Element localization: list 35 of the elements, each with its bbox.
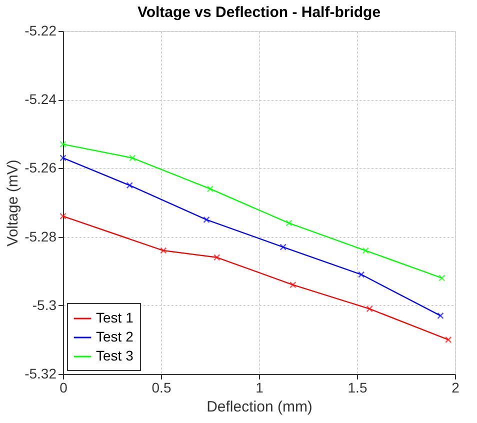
y-tick-label: -5.24 [24,91,57,108]
point [129,154,136,162]
point [444,336,452,344]
x-tick-label: 2 [452,380,460,396]
x-tick-label: 1 [256,380,264,396]
x-tick-label: 1.5 [348,380,368,396]
point [366,305,373,312]
point [438,274,446,282]
x-tick-label: 0 [60,380,68,396]
legend-label: Test 2 [96,328,134,344]
y-tick-label: -5.28 [24,228,57,244]
chart-title: Voltage vs Deflection - Half-bridge [137,4,381,21]
point [214,254,220,261]
legend-label: Test 3 [96,348,134,364]
point [290,281,296,288]
point [60,140,66,148]
point [203,216,210,223]
point [60,154,66,162]
x-tick-label: 0.5 [152,380,172,396]
y-tick-label: -5.22 [24,22,57,38]
point [437,312,444,320]
point [206,185,214,192]
point [358,271,365,278]
x-axis-title: Deflection (mm) [206,398,312,416]
y-tick-label: -5.3 [32,296,57,313]
point [286,220,292,226]
point [280,244,286,250]
y-tick-label: -5.26 [24,160,57,176]
point [60,212,66,220]
point [126,182,133,189]
legend-label: Test 1 [96,310,134,326]
y-axis-title: Voltage (mV) [4,160,22,246]
point [362,247,369,254]
point [160,247,167,254]
y-tick-label: -5.32 [24,366,57,382]
